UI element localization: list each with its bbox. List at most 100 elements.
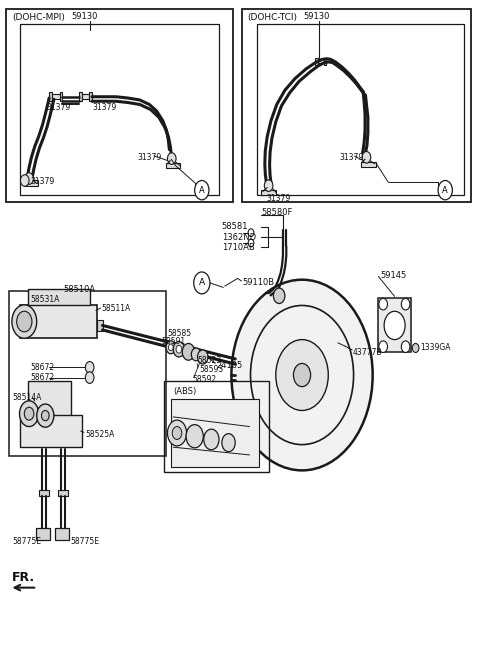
Circle shape bbox=[274, 288, 285, 303]
Text: 58775E: 58775E bbox=[70, 537, 99, 546]
Text: 58580F: 58580F bbox=[262, 208, 293, 217]
Circle shape bbox=[401, 341, 410, 353]
Text: 58525A: 58525A bbox=[85, 430, 114, 439]
Text: 31379: 31379 bbox=[339, 153, 363, 162]
Circle shape bbox=[276, 340, 328, 410]
Circle shape bbox=[85, 362, 94, 373]
Text: 58514A: 58514A bbox=[12, 393, 41, 402]
Text: 43777B: 43777B bbox=[353, 348, 382, 357]
Text: 58510A: 58510A bbox=[63, 285, 96, 294]
Bar bbox=[315, 58, 318, 65]
Bar bbox=[58, 490, 68, 496]
Text: A: A bbox=[199, 186, 204, 195]
Bar bbox=[242, 9, 471, 203]
Bar bbox=[28, 382, 71, 417]
Bar bbox=[79, 93, 82, 101]
Bar bbox=[164, 382, 269, 472]
Text: (DOHC-MPI): (DOHC-MPI) bbox=[12, 13, 65, 22]
Text: 58593: 58593 bbox=[199, 366, 223, 375]
Text: A: A bbox=[443, 186, 448, 195]
Bar bbox=[49, 93, 52, 101]
Circle shape bbox=[412, 344, 419, 353]
Circle shape bbox=[384, 311, 405, 340]
Bar bbox=[36, 529, 49, 540]
Bar bbox=[28, 289, 90, 305]
Circle shape bbox=[24, 407, 34, 420]
Circle shape bbox=[194, 272, 210, 294]
Circle shape bbox=[25, 173, 34, 184]
Circle shape bbox=[166, 341, 176, 354]
Text: 1710AB: 1710AB bbox=[222, 243, 254, 252]
Text: A: A bbox=[199, 278, 205, 287]
Text: 59130: 59130 bbox=[72, 12, 98, 21]
Circle shape bbox=[379, 341, 387, 353]
Text: 31379: 31379 bbox=[137, 153, 162, 162]
Circle shape bbox=[85, 372, 94, 384]
Text: 1339GA: 1339GA bbox=[420, 344, 451, 353]
Text: 31379: 31379 bbox=[46, 102, 71, 111]
Bar bbox=[324, 58, 326, 65]
Circle shape bbox=[231, 280, 372, 470]
Text: 58581: 58581 bbox=[222, 223, 248, 232]
Text: 58585: 58585 bbox=[167, 329, 191, 338]
Bar bbox=[20, 415, 82, 447]
Circle shape bbox=[168, 420, 187, 446]
Text: 31379: 31379 bbox=[30, 177, 54, 186]
Circle shape bbox=[401, 298, 410, 310]
Bar bbox=[38, 490, 49, 496]
Text: 58672: 58672 bbox=[30, 373, 54, 382]
Bar bbox=[171, 399, 259, 466]
Text: FR.: FR. bbox=[12, 571, 35, 584]
Bar bbox=[257, 24, 464, 195]
Text: 59110B: 59110B bbox=[242, 278, 275, 287]
Text: 58592: 58592 bbox=[192, 375, 216, 384]
Bar bbox=[52, 94, 60, 99]
Circle shape bbox=[176, 345, 182, 353]
Circle shape bbox=[20, 400, 38, 426]
Text: 31379: 31379 bbox=[92, 102, 116, 111]
Circle shape bbox=[195, 181, 209, 200]
Text: (DOHC-TCI): (DOHC-TCI) bbox=[247, 13, 297, 22]
Bar bbox=[97, 320, 103, 331]
Text: (ABS): (ABS) bbox=[173, 388, 197, 397]
Text: 24105: 24105 bbox=[216, 361, 242, 370]
Circle shape bbox=[182, 344, 195, 360]
Circle shape bbox=[379, 298, 387, 310]
Bar bbox=[361, 162, 375, 167]
Circle shape bbox=[362, 151, 371, 163]
Bar bbox=[24, 181, 37, 186]
Circle shape bbox=[248, 239, 254, 247]
Bar bbox=[318, 60, 324, 63]
Circle shape bbox=[438, 181, 452, 200]
Circle shape bbox=[36, 404, 54, 427]
Bar bbox=[378, 298, 411, 353]
Circle shape bbox=[186, 424, 203, 448]
Text: 1362ND: 1362ND bbox=[222, 233, 256, 242]
Circle shape bbox=[264, 180, 273, 192]
Circle shape bbox=[41, 410, 49, 421]
Bar bbox=[55, 529, 69, 540]
Circle shape bbox=[172, 426, 182, 439]
Circle shape bbox=[198, 350, 208, 364]
Text: 58672: 58672 bbox=[30, 363, 54, 372]
Circle shape bbox=[173, 342, 185, 357]
Text: 58511A: 58511A bbox=[102, 303, 131, 313]
Text: 58591: 58591 bbox=[161, 337, 185, 346]
Circle shape bbox=[21, 175, 29, 186]
Circle shape bbox=[168, 153, 176, 164]
Text: 59145: 59145 bbox=[381, 270, 407, 280]
Text: 58531A: 58531A bbox=[30, 295, 60, 304]
Circle shape bbox=[293, 364, 311, 387]
Circle shape bbox=[17, 311, 32, 332]
Text: 58775E: 58775E bbox=[12, 537, 41, 546]
Bar bbox=[262, 190, 276, 195]
Circle shape bbox=[222, 433, 235, 452]
Circle shape bbox=[168, 344, 173, 351]
Circle shape bbox=[12, 305, 36, 338]
Bar bbox=[6, 9, 233, 203]
Text: 31379: 31379 bbox=[267, 194, 291, 203]
Bar bbox=[166, 163, 180, 168]
Text: 58523: 58523 bbox=[197, 356, 221, 365]
Text: 59130: 59130 bbox=[303, 12, 330, 21]
Circle shape bbox=[248, 229, 254, 237]
